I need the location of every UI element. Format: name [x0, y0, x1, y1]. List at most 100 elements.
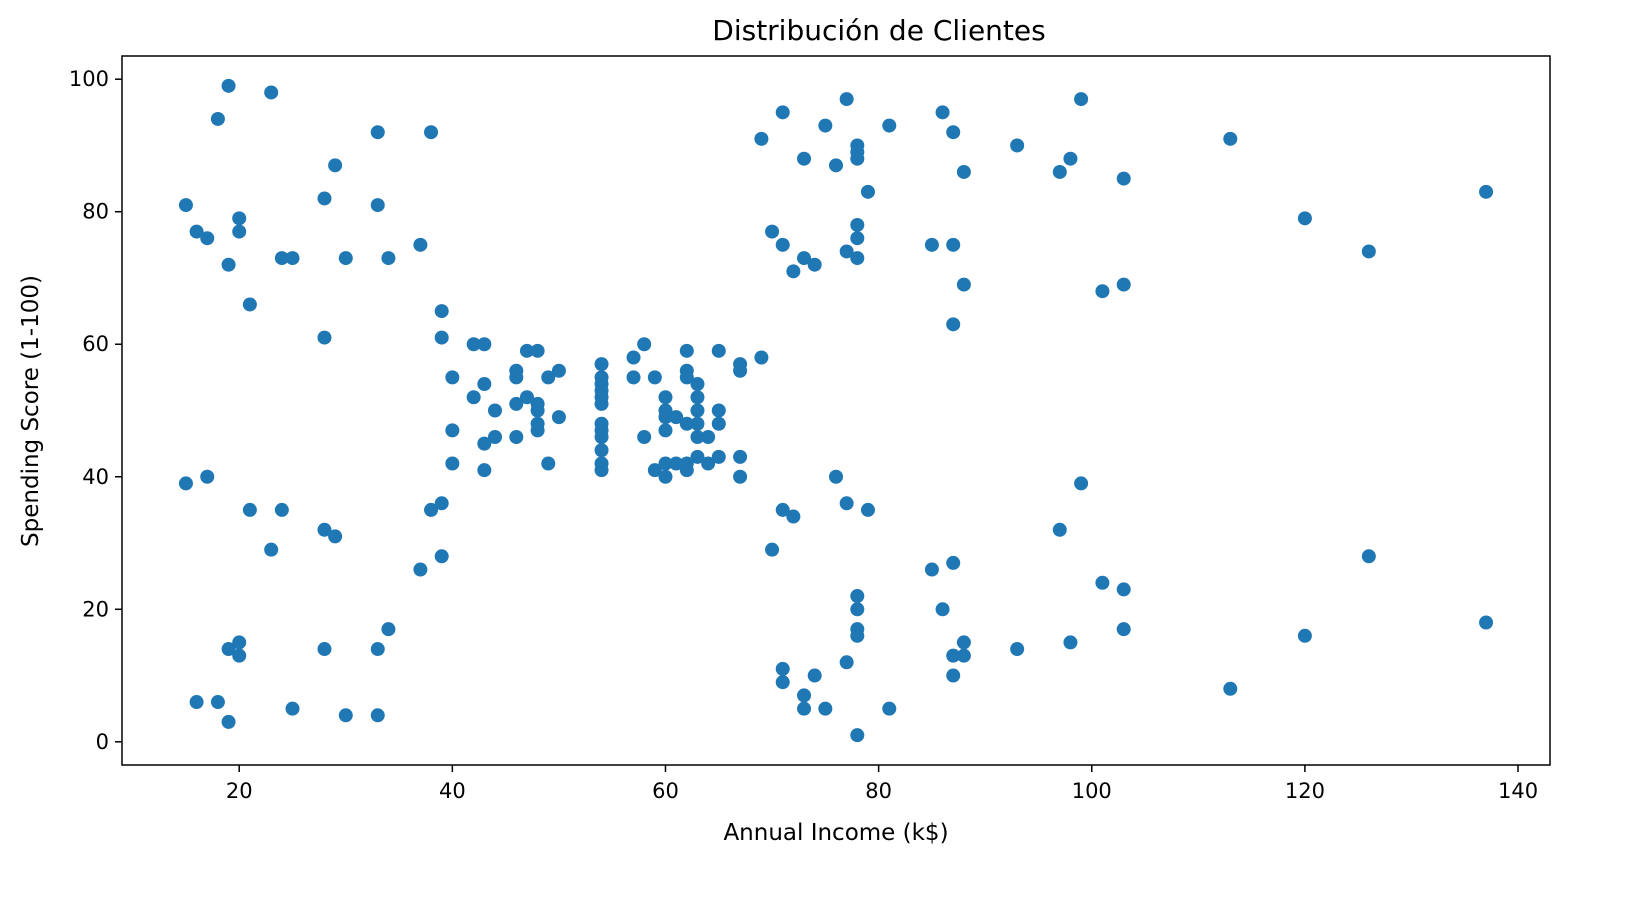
data-point — [242, 297, 257, 312]
data-point — [519, 343, 534, 358]
data-point — [797, 151, 812, 166]
data-point — [690, 416, 705, 431]
data-point — [541, 370, 556, 385]
data-point — [658, 456, 673, 471]
data-point — [850, 231, 865, 246]
data-point — [711, 449, 726, 464]
data-point — [1361, 549, 1376, 564]
data-point — [818, 118, 833, 133]
data-point — [647, 370, 662, 385]
data-point — [1116, 277, 1131, 292]
data-point — [242, 502, 257, 517]
data-point — [370, 708, 385, 723]
data-point — [850, 628, 865, 643]
data-point — [658, 390, 673, 405]
data-point — [626, 370, 641, 385]
y-tick-label: 0 — [96, 730, 109, 754]
data-point — [370, 198, 385, 213]
data-point — [690, 403, 705, 418]
data-point — [946, 555, 961, 570]
data-point — [317, 191, 332, 206]
data-point — [370, 125, 385, 140]
data-point — [786, 509, 801, 524]
data-point — [381, 622, 396, 637]
data-point — [946, 317, 961, 332]
data-point — [189, 695, 204, 710]
data-point — [839, 496, 854, 511]
data-point — [946, 648, 961, 663]
data-points-layer — [178, 78, 1494, 743]
data-point — [477, 436, 492, 451]
x-tick-label: 40 — [439, 779, 466, 803]
data-point — [594, 416, 609, 431]
data-point — [509, 430, 524, 444]
data-point — [839, 244, 854, 259]
data-point — [551, 363, 566, 378]
data-point — [690, 449, 705, 464]
data-point — [509, 396, 524, 411]
data-point — [786, 264, 801, 279]
data-point — [839, 655, 854, 670]
data-point — [1297, 211, 1312, 226]
data-point — [669, 456, 684, 471]
data-point — [1095, 284, 1110, 299]
data-point — [274, 251, 289, 266]
data-point — [733, 363, 748, 378]
data-point — [626, 350, 641, 365]
data-point — [1116, 582, 1131, 597]
data-point — [797, 688, 812, 703]
data-point — [210, 111, 225, 126]
data-point — [1052, 522, 1067, 537]
data-point — [850, 728, 865, 743]
data-point — [775, 105, 790, 120]
data-point — [701, 456, 716, 471]
data-point — [882, 701, 897, 716]
data-point — [775, 237, 790, 252]
data-point — [189, 224, 204, 239]
data-point — [594, 430, 609, 444]
data-point — [210, 695, 225, 710]
data-point — [1116, 171, 1131, 186]
data-point — [1010, 642, 1025, 657]
data-point — [882, 118, 897, 133]
data-point — [317, 330, 332, 345]
data-point — [1010, 138, 1025, 153]
data-point — [679, 416, 694, 431]
data-point — [424, 125, 439, 140]
data-point — [935, 602, 950, 617]
x-tick-label: 80 — [865, 779, 892, 803]
data-point — [445, 456, 460, 471]
data-point — [178, 476, 193, 491]
data-point — [860, 502, 875, 517]
data-point — [690, 377, 705, 391]
data-point — [924, 562, 939, 577]
data-point — [434, 496, 449, 511]
data-point — [956, 648, 971, 663]
data-point — [647, 463, 662, 478]
data-point — [413, 237, 428, 252]
data-point — [477, 377, 492, 391]
data-point — [551, 410, 566, 425]
data-point — [200, 469, 215, 484]
data-point — [434, 549, 449, 564]
data-point — [370, 642, 385, 657]
data-point — [807, 257, 822, 272]
data-point — [381, 251, 396, 266]
data-point — [519, 390, 534, 405]
data-point — [1297, 628, 1312, 643]
data-point — [594, 443, 609, 458]
y-tick-label: 40 — [82, 465, 109, 489]
data-point — [221, 78, 236, 93]
x-tick-label: 100 — [1072, 779, 1112, 803]
data-point — [285, 701, 300, 716]
data-point — [1223, 131, 1238, 146]
data-point — [530, 403, 545, 418]
data-point — [711, 416, 726, 431]
data-point — [658, 403, 673, 418]
data-point — [477, 463, 492, 478]
data-point — [956, 635, 971, 650]
data-point — [594, 463, 609, 478]
data-point — [797, 251, 812, 266]
data-point — [637, 337, 652, 352]
data-point — [797, 701, 812, 716]
